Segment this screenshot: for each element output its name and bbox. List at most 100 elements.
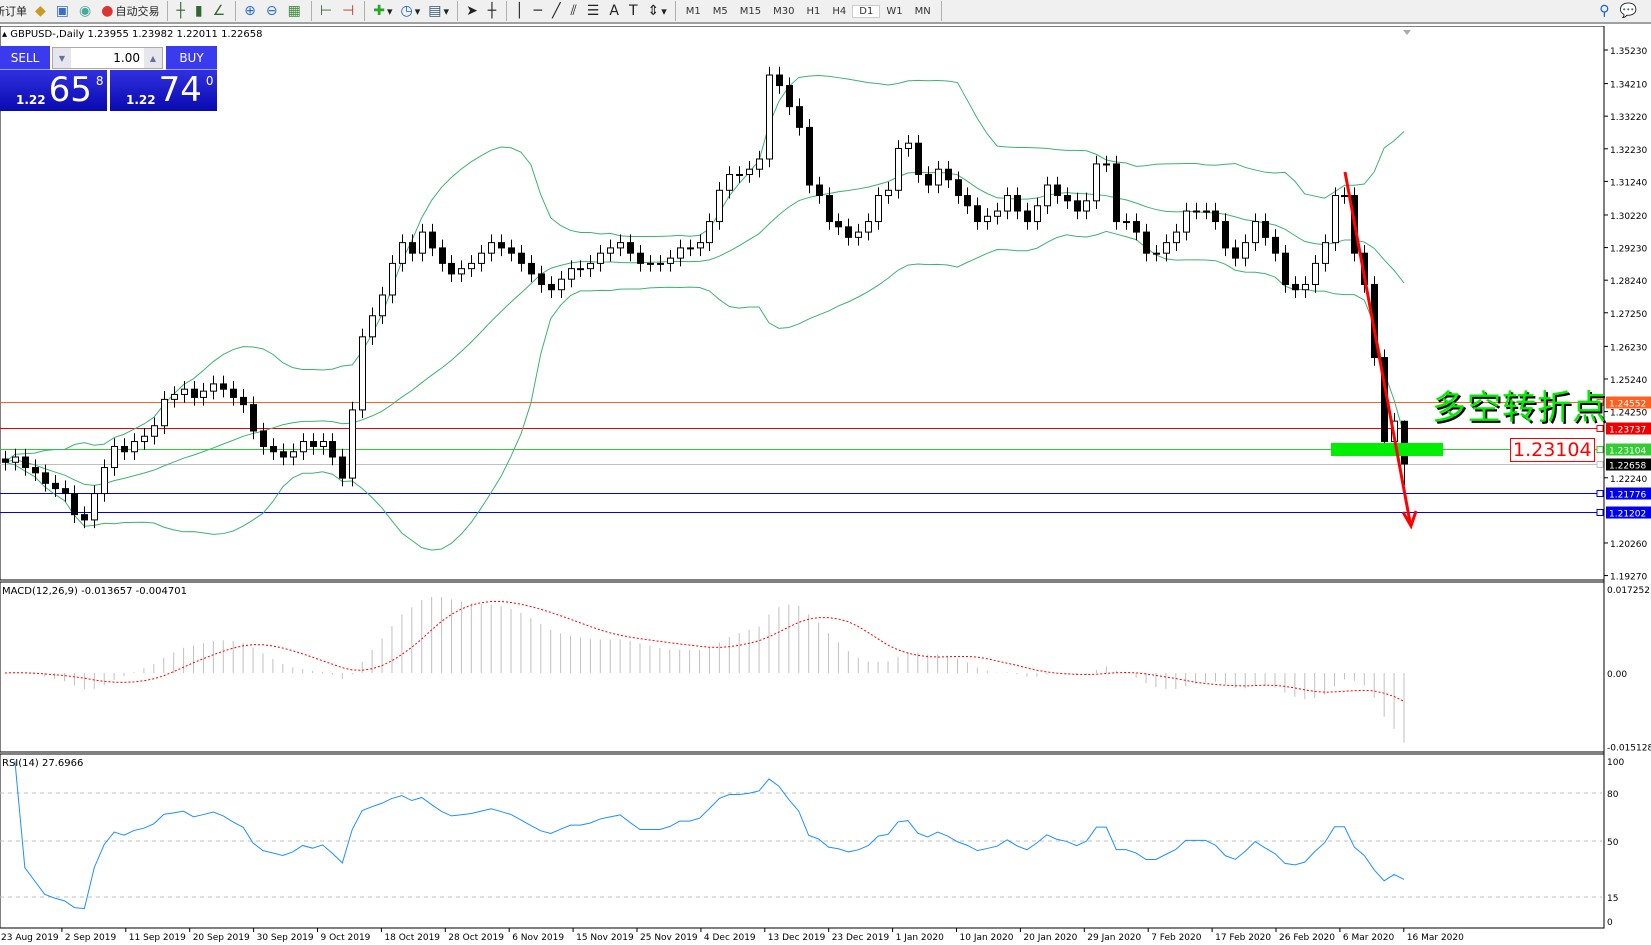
candle[interactable] — [895, 140, 902, 199]
level-price-label[interactable]: 1.23104 — [1510, 438, 1595, 462]
candle[interactable] — [816, 176, 823, 204]
candle[interactable] — [1024, 202, 1031, 230]
candle[interactable] — [518, 244, 525, 272]
candle[interactable] — [1252, 213, 1259, 251]
volume-up-icon[interactable]: ▲ — [144, 48, 162, 68]
candle[interactable] — [1282, 244, 1289, 293]
candle[interactable] — [349, 401, 356, 487]
candle[interactable] — [210, 375, 217, 400]
timeframe-mn[interactable]: MN — [914, 5, 931, 17]
chart-shift-icon[interactable]: ⊣ — [342, 3, 355, 19]
candle[interactable] — [905, 134, 912, 157]
down-arrow[interactable] — [1343, 171, 1418, 530]
volume-input[interactable]: 1.00 — [113, 51, 140, 65]
candle[interactable] — [538, 265, 545, 293]
candle[interactable] — [161, 391, 168, 434]
text-label-icon[interactable]: T — [628, 3, 638, 19]
candle[interactable] — [320, 433, 327, 455]
candle[interactable] — [171, 386, 178, 408]
chart-shift-marker[interactable] — [1403, 30, 1411, 35]
arrows-icon[interactable]: ⇕ ▾ — [647, 3, 667, 19]
candle[interactable] — [677, 239, 684, 267]
candle[interactable] — [121, 438, 128, 460]
candle[interactable] — [1232, 239, 1239, 267]
line-handle[interactable] — [1596, 446, 1604, 453]
candle[interactable] — [240, 389, 247, 413]
candle[interactable] — [300, 433, 307, 460]
candle[interactable] — [468, 255, 475, 277]
trendline-icon[interactable]: ╱ — [552, 3, 561, 19]
sell-price[interactable]: 1.22 65 8 — [0, 70, 107, 111]
line-handle[interactable] — [1596, 425, 1604, 432]
candle[interactable] — [835, 213, 842, 236]
search-icon[interactable]: ⚲ — [1599, 3, 1610, 19]
candle[interactable] — [1242, 234, 1249, 267]
candle[interactable] — [945, 160, 952, 188]
candle[interactable] — [1004, 187, 1011, 220]
cursor-icon[interactable]: ➤ — [466, 3, 478, 19]
candle[interactable] — [1193, 202, 1200, 220]
candle[interactable] — [1054, 176, 1061, 204]
candle[interactable] — [568, 260, 575, 288]
candle[interactable] — [706, 213, 713, 251]
candle[interactable] — [1093, 155, 1100, 210]
text-icon[interactable]: A — [609, 3, 619, 19]
templates-icon[interactable]: ▤ ▾ — [428, 3, 450, 19]
timeframe-m15[interactable]: M15 — [739, 5, 762, 17]
candle[interactable] — [955, 171, 962, 204]
equidistant-channel-icon[interactable]: ⫽ — [570, 3, 577, 19]
candle[interactable] — [776, 66, 783, 94]
candle[interactable] — [62, 480, 69, 502]
candle[interactable] — [736, 166, 743, 183]
candle[interactable] — [974, 197, 981, 230]
candle[interactable] — [2, 450, 9, 471]
buy-price[interactable]: 1.22 74 0 — [110, 70, 217, 111]
candle[interactable] — [865, 213, 872, 241]
sell-button[interactable]: SELL — [0, 46, 50, 70]
candle[interactable] — [389, 255, 396, 304]
candle[interactable] — [1341, 187, 1348, 204]
candle[interactable] — [587, 255, 594, 277]
candle[interactable] — [1163, 234, 1170, 262]
candle[interactable] — [290, 443, 297, 466]
candle[interactable] — [1262, 213, 1269, 246]
candle[interactable] — [200, 382, 207, 406]
candle[interactable] — [12, 448, 19, 471]
candle[interactable] — [1123, 213, 1130, 230]
candle[interactable] — [131, 433, 138, 460]
candle[interactable] — [1212, 202, 1219, 230]
history-center-icon[interactable]: ◆ — [35, 3, 46, 19]
candle[interactable] — [458, 260, 465, 283]
candle[interactable] — [667, 249, 674, 272]
candle[interactable] — [796, 98, 803, 136]
timeframe-m1[interactable]: M1 — [685, 5, 701, 17]
candle[interactable] — [786, 77, 793, 115]
candle[interactable] — [22, 448, 29, 476]
candle[interactable] — [1143, 223, 1150, 262]
periods-icon[interactable]: ◷ ▾ — [400, 3, 421, 19]
candle[interactable] — [697, 234, 704, 257]
candle[interactable] — [806, 119, 813, 194]
candle[interactable] — [419, 223, 426, 262]
candle[interactable] — [379, 286, 386, 324]
horizontal-line-icon[interactable]: ─ — [533, 3, 543, 19]
candle[interactable] — [220, 375, 227, 398]
candle[interactable] — [716, 182, 723, 230]
auto-trading-button[interactable]: ● 自动交易 — [97, 0, 163, 22]
line-chart-icon[interactable]: ∠ — [212, 3, 226, 19]
candle[interactable] — [230, 380, 237, 406]
candle[interactable] — [826, 187, 833, 230]
candle[interactable] — [250, 396, 257, 440]
candlestick-icon[interactable]: ▮ — [194, 3, 203, 19]
timeframe-m30[interactable]: M30 — [773, 5, 795, 17]
zoom-out-icon[interactable]: ⊖ — [265, 3, 278, 19]
candle[interactable] — [1312, 255, 1319, 293]
candle[interactable] — [359, 328, 366, 419]
candle[interactable] — [1302, 276, 1309, 298]
fibonacci-icon[interactable]: ☰ — [586, 3, 600, 19]
candle[interactable] — [42, 464, 49, 492]
turning-zone-rect[interactable] — [1331, 443, 1443, 456]
candle[interactable] — [746, 160, 753, 183]
candle[interactable] — [637, 244, 644, 272]
chart-canvas[interactable]: 1.245521.237371.231041.226581.217761.212… — [0, 26, 1651, 945]
